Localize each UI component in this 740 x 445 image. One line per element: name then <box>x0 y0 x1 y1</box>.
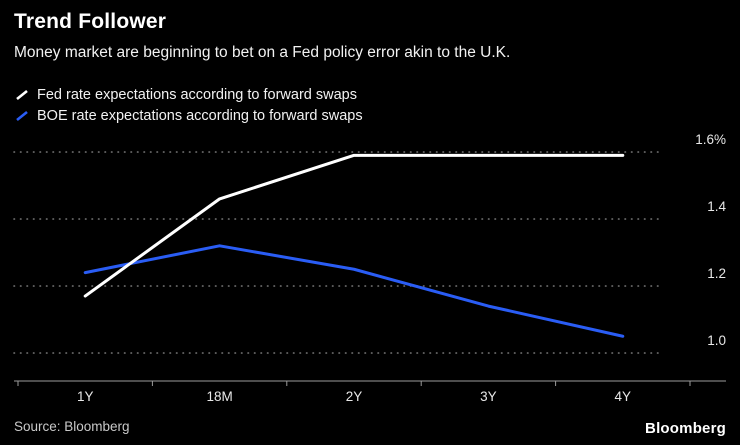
y-axis-label: 1.2 <box>707 266 726 281</box>
y-axis-label: 1.6% <box>695 132 726 147</box>
series-line-fed <box>83 153 625 298</box>
chart-title: Trend Follower <box>14 10 167 33</box>
legend-item-boe: BOE rate expectations according to forwa… <box>14 105 363 126</box>
boe-line-marker-icon <box>16 110 28 121</box>
source-text: Source: Bloomberg <box>14 419 130 434</box>
series-line-boe <box>83 244 625 338</box>
legend: Fed rate expectations according to forwa… <box>14 84 363 126</box>
y-axis-label: 1.4 <box>707 199 726 214</box>
legend-item-fed: Fed rate expectations according to forwa… <box>14 84 363 105</box>
x-axis-label: 4Y <box>615 389 632 404</box>
x-axis-label: 18M <box>206 389 232 404</box>
bloomberg-logo: Bloomberg <box>645 420 726 437</box>
legend-label-boe: BOE rate expectations according to forwa… <box>37 107 363 124</box>
legend-label-fed: Fed rate expectations according to forwa… <box>37 86 357 103</box>
fed-line-marker-icon <box>16 89 28 100</box>
y-axis-label: 1.0 <box>707 333 726 348</box>
x-axis-label: 1Y <box>77 389 94 404</box>
x-axis-label: 2Y <box>346 389 363 404</box>
x-axis-label: 3Y <box>480 389 497 404</box>
chart-subtitle: Money market are beginning to bet on a F… <box>14 44 511 61</box>
